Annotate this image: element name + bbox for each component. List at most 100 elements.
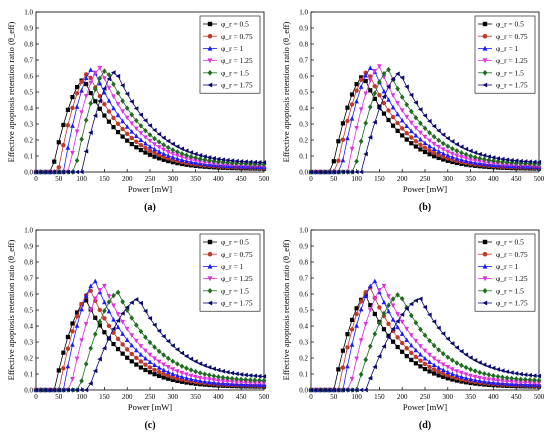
data-point: [42, 387, 48, 393]
data-point: [349, 102, 355, 107]
legend-marker: [482, 276, 488, 282]
data-point: [523, 380, 528, 386]
y-tick-label: 0.1: [299, 152, 308, 160]
data-point: [409, 128, 414, 134]
data-point: [56, 387, 61, 393]
data-point: [202, 376, 208, 382]
data-point: [495, 158, 501, 165]
data-point: [111, 70, 116, 75]
data-point: [120, 299, 125, 305]
legend-marker: [207, 276, 213, 282]
data-point: [367, 78, 373, 84]
data-point: [261, 161, 267, 168]
legend-label: φ_r = 0.75: [221, 250, 253, 259]
data-point: [102, 308, 107, 314]
data-point: [161, 362, 166, 368]
data-point: [225, 369, 230, 375]
data-point: [252, 159, 257, 165]
data-point: [74, 310, 80, 315]
data-point: [70, 329, 75, 334]
data-point: [418, 326, 423, 333]
data-point: [431, 123, 437, 129]
data-point: [70, 94, 75, 100]
data-point: [102, 299, 107, 305]
data-point: [133, 297, 139, 302]
data-point: [418, 147, 423, 152]
data-point: [111, 326, 116, 332]
data-point: [97, 106, 102, 111]
data-point: [427, 130, 432, 136]
data-point: [111, 105, 116, 111]
data-point: [79, 110, 84, 116]
legend-label: φ_r = 0.75: [496, 32, 528, 41]
data-point: [527, 380, 533, 386]
data-point: [486, 364, 491, 369]
data-point: [441, 157, 446, 162]
data-point: [413, 125, 419, 131]
data-point: [216, 158, 221, 165]
data-point: [120, 134, 125, 139]
data-point: [60, 169, 66, 175]
legend-label: φ_r = 0.5: [221, 238, 249, 247]
data-point: [129, 99, 134, 104]
data-point: [179, 374, 185, 380]
data-point: [491, 158, 496, 164]
data-point: [115, 289, 121, 296]
data-point: [170, 377, 175, 383]
data-point: [97, 80, 103, 86]
data-point: [400, 349, 405, 354]
data-point: [193, 359, 198, 364]
data-point: [115, 73, 121, 79]
x-tick-label: 250: [420, 175, 431, 183]
data-point: [518, 380, 524, 385]
data-point: [206, 372, 212, 378]
data-point: [326, 387, 332, 393]
data-point: [367, 283, 373, 289]
x-tick-label: 200: [122, 175, 133, 183]
x-tick-label: 300: [168, 175, 179, 183]
panel-label: (b): [419, 202, 431, 213]
x-tick-label: 150: [99, 175, 110, 183]
data-point: [486, 157, 492, 163]
series-5: [33, 297, 267, 393]
data-point: [427, 337, 432, 344]
data-point: [409, 342, 414, 348]
data-point: [358, 371, 364, 378]
data-point: [69, 169, 75, 175]
data-point: [354, 323, 359, 328]
data-point: [358, 306, 364, 312]
data-point: [147, 143, 153, 149]
data-point: [179, 379, 185, 384]
data-point: [450, 146, 455, 152]
data-point: [175, 153, 180, 159]
legend-box: [199, 15, 261, 94]
data-point: [390, 76, 396, 82]
data-point: [152, 127, 157, 133]
y-tick-label: 0.4: [299, 322, 308, 330]
data-point: [395, 324, 400, 330]
data-point: [390, 316, 396, 322]
data-point: [170, 151, 176, 157]
legend-label: φ_r = 1.75: [221, 299, 253, 308]
data-point: [138, 131, 144, 136]
data-point: [166, 373, 171, 378]
legend-marker: [482, 82, 488, 88]
data-point: [65, 334, 71, 340]
y-tick-label: 0.3: [299, 338, 308, 346]
data-point: [427, 352, 432, 358]
data-point: [79, 338, 84, 343]
data-point: [436, 137, 441, 144]
data-point: [404, 101, 410, 108]
data-point: [536, 373, 542, 379]
data-point: [156, 369, 162, 375]
data-point: [481, 160, 487, 165]
data-point: [69, 387, 75, 393]
data-point: [74, 356, 80, 362]
legend-marker: [482, 69, 488, 76]
legend-label: φ_r = 1.25: [496, 56, 528, 65]
data-point: [390, 93, 396, 98]
data-point: [481, 153, 487, 158]
data-point: [445, 143, 451, 149]
data-point: [422, 348, 428, 354]
data-point: [372, 96, 377, 101]
